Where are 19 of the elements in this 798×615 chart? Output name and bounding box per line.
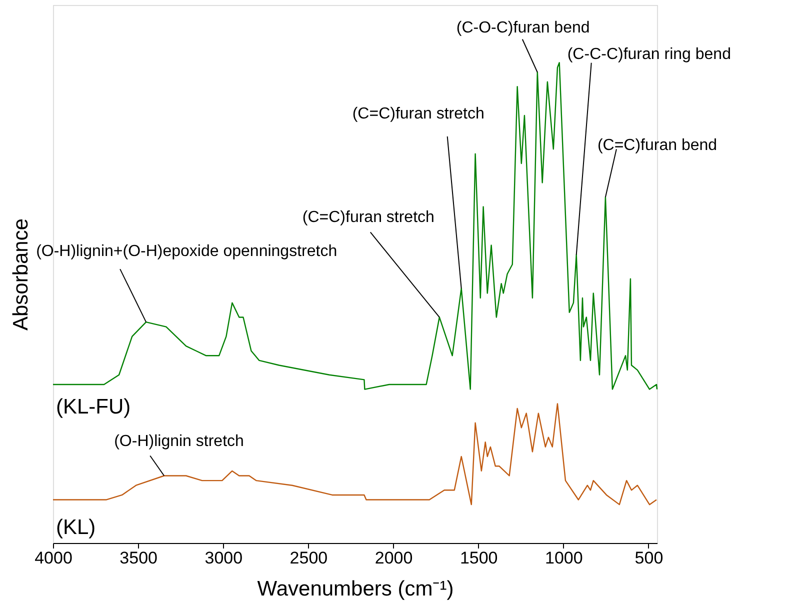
x-tick-label: 3000: [204, 548, 243, 568]
x-tick-label: 2500: [290, 548, 328, 568]
y-axis-title: Absorbance: [10, 218, 32, 331]
x-axis-title: Wavenumbers (cm⁻¹): [257, 578, 454, 600]
annotation: (C=C)furan stretch: [302, 209, 434, 226]
x-tick-label: 3500: [120, 548, 158, 568]
x-tick-label: 4000: [34, 548, 72, 568]
annotation: (C-C-C)furan ring bend: [567, 46, 731, 63]
series-label: (KL): [56, 516, 96, 539]
annotation: (O-H)lignin+(O-H)epoxide openningstretch: [36, 243, 338, 260]
annotation: (C-O-C)furan bend: [456, 19, 590, 36]
x-tick-label: 1500: [460, 548, 498, 568]
x-tick-label: 1000: [545, 548, 583, 568]
annotation: (C=C)furan stretch: [352, 105, 484, 122]
x-tick-label: 2000: [374, 548, 413, 568]
x-tick-label: 500: [634, 548, 664, 568]
series-label: (KL-FU): [56, 395, 131, 418]
annotation: (O-H)lignin stretch: [114, 432, 244, 450]
annotation: (C=C)furan bend: [597, 137, 718, 154]
